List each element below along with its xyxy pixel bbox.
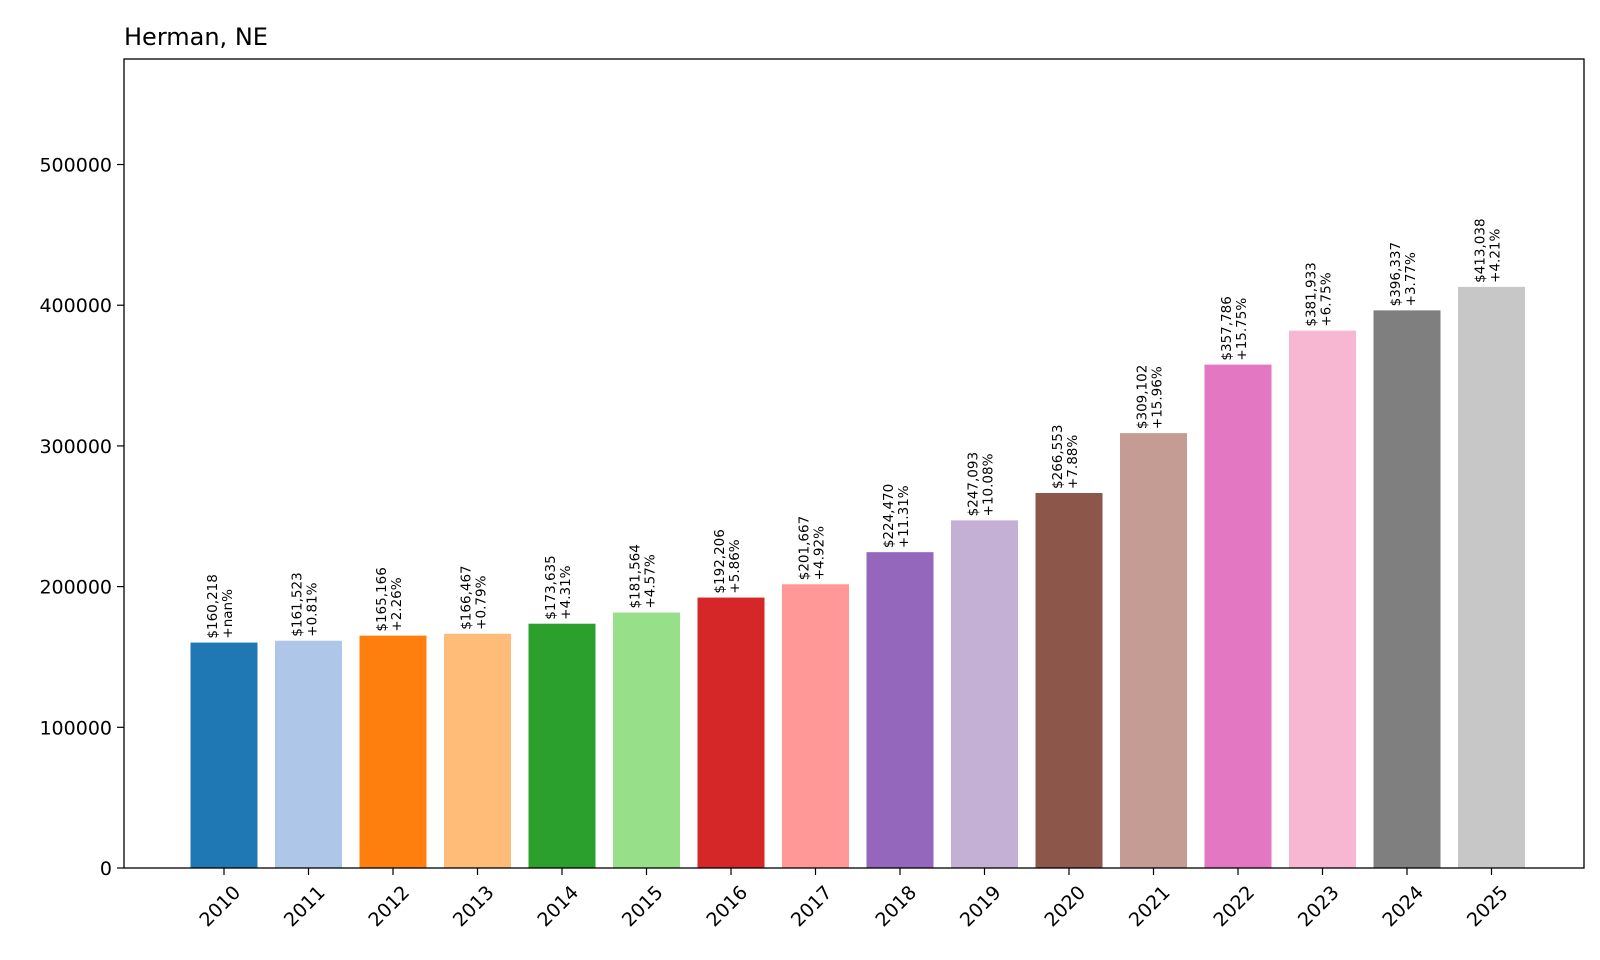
x-tick-label-2011: 2011 bbox=[280, 882, 330, 932]
data-label-2018: $224,470 +11.31% bbox=[881, 484, 912, 548]
change-label: +nan% bbox=[220, 589, 236, 639]
x-tick-label-2013: 2013 bbox=[449, 882, 499, 932]
change-label: +10.08% bbox=[981, 453, 997, 516]
change-label: +3.77% bbox=[1403, 252, 1419, 306]
bar-2016 bbox=[697, 597, 765, 868]
value-label: $266,553 bbox=[1050, 425, 1066, 489]
x-tick-label-2012: 2012 bbox=[364, 882, 414, 932]
data-label-2019: $247,093 +10.08% bbox=[966, 452, 997, 516]
bar-2018 bbox=[866, 552, 934, 868]
bar-2021 bbox=[1120, 433, 1187, 868]
value-label: $173,635 bbox=[543, 555, 559, 619]
value-label: $247,093 bbox=[966, 452, 982, 516]
value-label: $161,523 bbox=[290, 572, 306, 636]
x-tick-label-2022: 2022 bbox=[1209, 882, 1259, 932]
data-label-2025: $413,038 +4.21% bbox=[1473, 218, 1504, 282]
data-label-2010: $160,218 +nan% bbox=[205, 574, 236, 638]
value-label: $181,564 bbox=[628, 544, 644, 608]
x-tick-label-2010: 2010 bbox=[195, 882, 245, 932]
x-tick-label-2021: 2021 bbox=[1125, 882, 1175, 932]
x-tick-label-2023: 2023 bbox=[1294, 882, 1344, 932]
change-label: +0.81% bbox=[305, 582, 321, 636]
x-tick-label-2016: 2016 bbox=[702, 882, 752, 932]
data-label-2017: $201,667 +4.92% bbox=[797, 516, 828, 580]
value-label: $396,337 bbox=[1388, 242, 1404, 306]
x-tick-label-2020: 2020 bbox=[1040, 882, 1090, 932]
x-tick-label-2019: 2019 bbox=[956, 882, 1006, 932]
x-tick-label-2018: 2018 bbox=[871, 882, 921, 932]
data-label-2020: $266,553 +7.88% bbox=[1050, 425, 1081, 489]
change-label: +15.75% bbox=[1234, 298, 1250, 361]
data-label-2021: $309,102 +15.96% bbox=[1135, 365, 1166, 429]
value-label: $309,102 bbox=[1135, 365, 1151, 429]
data-label-2022: $357,786 +15.75% bbox=[1219, 296, 1250, 360]
value-label: $160,218 bbox=[205, 574, 221, 638]
bar-2015 bbox=[613, 612, 680, 868]
chart-title: Herman, NE bbox=[124, 23, 268, 51]
plot-area: $160,218 +nan% 2010 $161,523 +0.81% 2011 $165,… bbox=[39, 58, 1585, 932]
value-label: $413,038 bbox=[1473, 218, 1489, 282]
value-label: $192,206 bbox=[712, 529, 728, 593]
change-label: +4.92% bbox=[812, 526, 828, 580]
bar-2019 bbox=[951, 520, 1018, 868]
change-label: +4.21% bbox=[1488, 228, 1504, 282]
y-tick-label: 200000 bbox=[39, 577, 112, 599]
y-tick-label: 500000 bbox=[39, 155, 112, 177]
value-label: $224,470 bbox=[881, 484, 897, 548]
bar-2013 bbox=[444, 633, 511, 868]
data-label-2011: $161,523 +0.81% bbox=[290, 572, 321, 636]
x-tick-label-2025: 2025 bbox=[1463, 882, 1513, 932]
value-label: $381,933 bbox=[1304, 262, 1320, 326]
bar-2020 bbox=[1035, 492, 1103, 868]
axes-frame bbox=[123, 58, 1585, 869]
data-label-2014: $173,635 +4.31% bbox=[543, 555, 574, 619]
change-label: +0.79% bbox=[474, 575, 490, 629]
value-label: $357,786 bbox=[1219, 296, 1235, 360]
data-label-2012: $165,166 +2.26% bbox=[374, 567, 405, 631]
bar-2017 bbox=[782, 584, 849, 868]
change-label: +7.88% bbox=[1065, 435, 1081, 489]
bar-2025 bbox=[1458, 286, 1525, 868]
value-label: $166,467 bbox=[459, 565, 475, 629]
change-label: +4.31% bbox=[558, 565, 574, 619]
y-tick-label: 100000 bbox=[39, 717, 112, 739]
change-label: +4.57% bbox=[643, 554, 659, 608]
bar-2010 bbox=[190, 642, 258, 868]
change-label: +15.96% bbox=[1150, 366, 1166, 429]
x-tick-label-2014: 2014 bbox=[533, 882, 583, 932]
y-tick-label: 300000 bbox=[39, 436, 112, 458]
data-label-2024: $396,337 +3.77% bbox=[1388, 242, 1419, 306]
bar-2014 bbox=[528, 623, 596, 868]
x-tick-label-2015: 2015 bbox=[618, 882, 668, 932]
bar-2023 bbox=[1289, 330, 1356, 868]
data-label-2015: $181,564 +4.57% bbox=[628, 544, 659, 608]
data-label-2023: $381,933 +6.75% bbox=[1304, 262, 1335, 326]
bar-2022 bbox=[1204, 364, 1272, 868]
data-label-2016: $192,206 +5.86% bbox=[712, 529, 743, 593]
y-tick-label: 0 bbox=[100, 858, 112, 880]
bar-2011 bbox=[275, 640, 342, 868]
value-label: $165,166 bbox=[374, 567, 390, 631]
bar-2024 bbox=[1373, 310, 1441, 868]
x-tick-label-2024: 2024 bbox=[1378, 882, 1428, 932]
data-label-2013: $166,467 +0.79% bbox=[459, 565, 490, 629]
change-label: +2.26% bbox=[389, 577, 405, 631]
bar-2012 bbox=[359, 635, 427, 868]
x-tick-label-2017: 2017 bbox=[787, 882, 837, 932]
value-label: $201,667 bbox=[797, 516, 813, 580]
change-label: +6.75% bbox=[1319, 272, 1335, 326]
change-label: +11.31% bbox=[896, 485, 912, 548]
change-label: +5.86% bbox=[727, 539, 743, 593]
y-tick-label: 400000 bbox=[39, 295, 112, 317]
